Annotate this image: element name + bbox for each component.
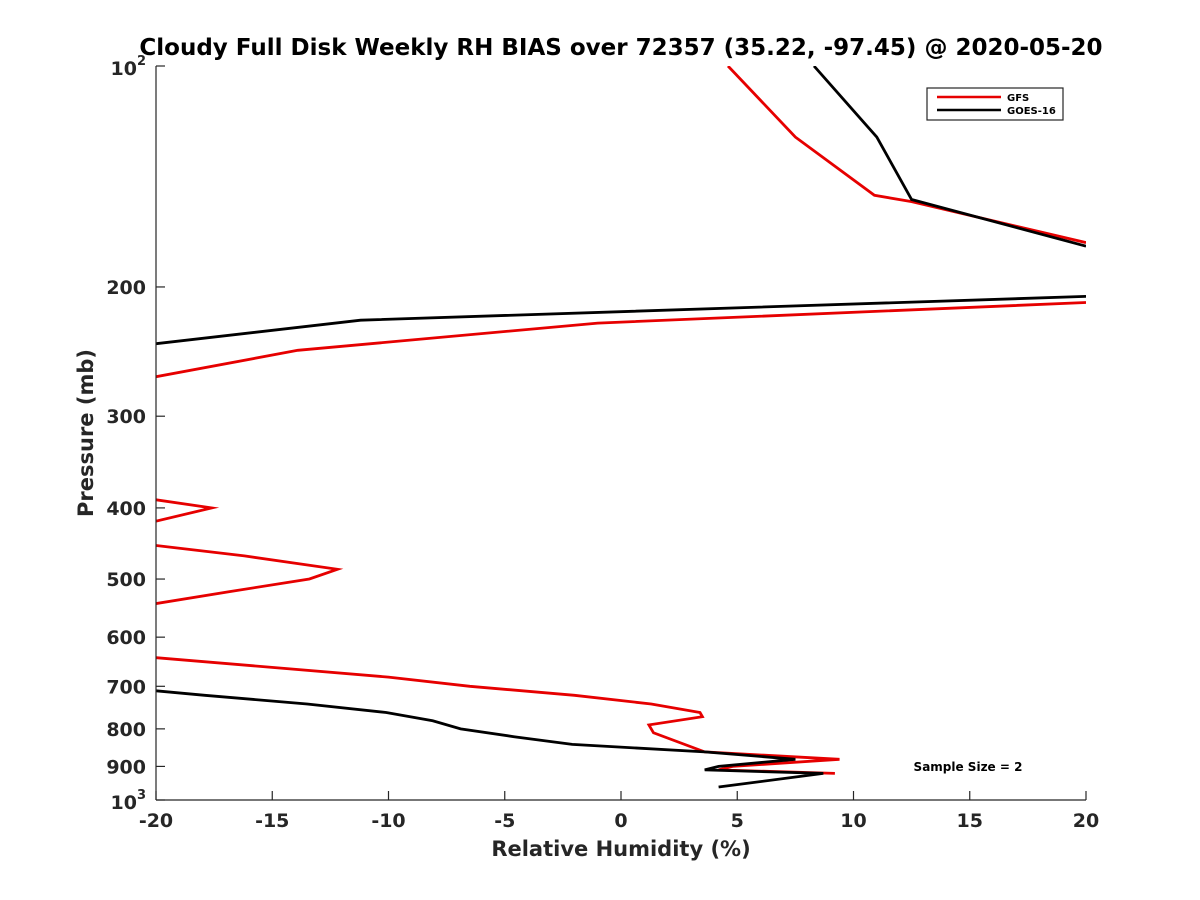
y-tick-label-power: 103 [111, 788, 147, 814]
y-tick-label: 600 [106, 627, 146, 649]
series-gfs-line-5 [156, 656, 840, 775]
plot-axes [155, 66, 1086, 801]
series-gfs-line-3 [156, 498, 220, 523]
legend-box [926, 87, 1064, 121]
x-tick-label: -5 [494, 810, 515, 832]
y-axis-label: Pressure (mb) [74, 349, 98, 517]
series-gfs-line-4 [156, 544, 344, 605]
x-axis-ticks: -20 -15 -10 -5 0 5 10 15 20 [139, 791, 1099, 832]
sample-size-annotation: Sample Size = 2 [914, 760, 1023, 774]
x-tick-label: 20 [1073, 810, 1099, 832]
x-tick-label: 15 [957, 810, 983, 832]
series-goes-16-line-1 [812, 66, 1086, 248]
y-tick-label: 700 [106, 676, 146, 698]
plot-series [156, 66, 1086, 789]
y-tick-label: 400 [106, 498, 146, 520]
series-goes-16-line-3 [156, 689, 824, 789]
series-goes-16-line-2 [156, 295, 1086, 346]
x-tick-label: -10 [371, 810, 405, 832]
legend: GFS GOES-16 [926, 87, 1064, 121]
y-tick-label: 500 [106, 569, 146, 591]
y-tick-label: 300 [106, 406, 146, 428]
x-tick-label: 0 [614, 810, 627, 832]
series-gfs-line-2 [156, 301, 1086, 379]
y-tick-label: 200 [106, 277, 146, 299]
x-tick-label: 5 [731, 810, 744, 832]
y-tick-label-power: 102 [111, 54, 147, 80]
chart-title: Cloudy Full Disk Weekly RH BIAS over 723… [139, 35, 1102, 61]
x-axis-label: Relative Humidity (%) [491, 837, 750, 861]
legend-label: GFS [1007, 93, 1029, 104]
x-tick-label: -15 [255, 810, 289, 832]
y-tick-label: 800 [106, 719, 146, 741]
x-tick-label: 10 [840, 810, 866, 832]
legend-label: GOES-16 [1007, 106, 1056, 117]
x-tick-label: -20 [139, 810, 173, 832]
y-tick-label: 900 [106, 756, 146, 778]
y-axis-ticks: 102 200 300 400 500 600 700 800 900 103 [106, 54, 165, 814]
